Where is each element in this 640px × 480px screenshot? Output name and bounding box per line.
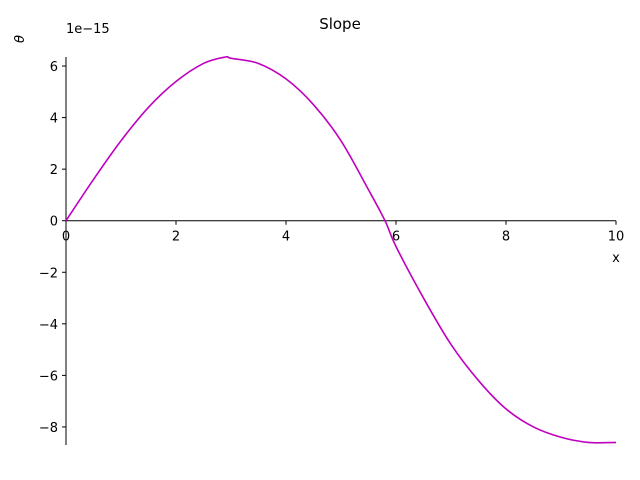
chart-title: Slope	[319, 15, 361, 33]
y-offset-label: 1e−15	[66, 22, 110, 37]
x-tick-label: 6	[392, 230, 400, 245]
y-tick-label: 0	[50, 215, 58, 230]
y-axis-label: θ	[13, 35, 28, 43]
x-tick-label: 10	[608, 230, 625, 245]
series	[65, 55, 617, 444]
series-line	[65, 55, 617, 444]
y-tick-label: −2	[39, 266, 58, 281]
x-axis-label: x	[612, 251, 620, 266]
y-tick-label: 4	[50, 112, 58, 127]
axes	[65, 57, 616, 445]
y-tick-label: 6	[50, 60, 58, 75]
x-tick-label: 8	[502, 230, 510, 245]
y-tick-label: −8	[39, 421, 58, 436]
y-tick-label: −4	[39, 318, 58, 333]
x-tick-label: 4	[282, 230, 290, 245]
ticks: 0 2 4 6 8 10 −8 −6 −4 −2 0 2 4 6	[39, 60, 624, 436]
x-tick-label: 0	[62, 230, 70, 245]
y-tick-label: −6	[39, 369, 58, 384]
y-tick-label: 2	[50, 163, 58, 178]
x-tick-label: 2	[172, 230, 180, 245]
